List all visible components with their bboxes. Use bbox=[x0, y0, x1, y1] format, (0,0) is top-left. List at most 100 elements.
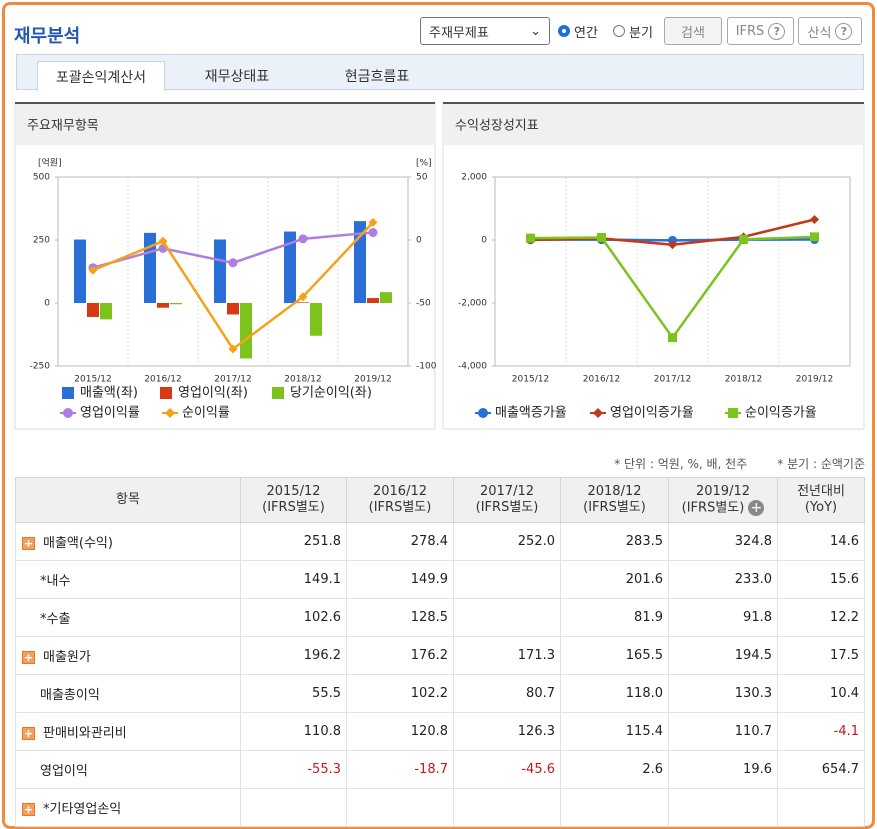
radio-quarter[interactable]: 분기 bbox=[613, 17, 653, 45]
row-label-cell: + *기타영업손익 bbox=[15, 788, 241, 827]
cell-value: 126.3 bbox=[517, 724, 555, 739]
tab-bar: 포괄손익계산서 재무상태표 현금흐름표 bbox=[16, 54, 864, 91]
formula-button[interactable]: 산식? bbox=[798, 17, 862, 45]
tab[interactable]: 재무상태표 bbox=[204, 69, 270, 85]
bar bbox=[354, 221, 366, 303]
point bbox=[272, 387, 284, 399]
search-button[interactable]: 검색 bbox=[664, 17, 722, 45]
radio-label: 연간 bbox=[574, 25, 598, 41]
row-label: *기타영업손익 bbox=[43, 802, 122, 817]
bar bbox=[87, 303, 99, 317]
value-cell: 15.6 bbox=[777, 560, 865, 599]
select-arrow: ⌄ bbox=[530, 23, 541, 39]
legend-label: 영업이익증가율 bbox=[610, 406, 694, 421]
value-cell bbox=[346, 788, 454, 827]
x-tick-label: 2017/12 bbox=[214, 375, 251, 385]
legend-label: 영업이익(좌) bbox=[178, 386, 248, 401]
value-cell bbox=[560, 788, 669, 827]
cell-value: 120.8 bbox=[410, 724, 448, 739]
x-tick-label: 2019/12 bbox=[354, 375, 391, 385]
bar bbox=[297, 302, 309, 303]
value-cell: 176.2 bbox=[346, 636, 454, 675]
y2-tick-label: 50 bbox=[416, 173, 428, 183]
bar bbox=[310, 303, 322, 336]
tab[interactable]: 포괄손익계산서 bbox=[37, 61, 165, 91]
plot-frame bbox=[494, 176, 851, 367]
x-tick-label: 2015/12 bbox=[74, 375, 111, 385]
value-cell: 194.5 bbox=[668, 636, 778, 675]
radio-annual[interactable]: 연간 bbox=[558, 17, 598, 45]
value-cell: 149.1 bbox=[240, 560, 347, 599]
row-label-cell: *수출 bbox=[15, 598, 241, 637]
value-cell: 55.5 bbox=[240, 674, 347, 713]
value-cell: 149.9 bbox=[346, 560, 454, 599]
radio-dot bbox=[613, 25, 625, 37]
column-header: 2015/12 (IFRS별도) bbox=[240, 477, 347, 523]
legend-label: 당기순이익(좌) bbox=[290, 386, 372, 401]
point bbox=[597, 232, 606, 242]
row-label: 판매비와관리비 bbox=[43, 726, 127, 741]
legend-label: 영업이익률 bbox=[80, 406, 140, 421]
row-label: 매출액(수익) bbox=[43, 536, 113, 551]
value-cell: 654.7 bbox=[777, 750, 865, 789]
cell-value: 165.5 bbox=[625, 648, 663, 663]
value-cell: 130.3 bbox=[668, 674, 778, 713]
value-cell bbox=[777, 788, 865, 827]
value-cell: 102.6 bbox=[240, 598, 347, 637]
cell-value: 233.0 bbox=[734, 572, 772, 587]
cell-value: 2.6 bbox=[642, 762, 663, 777]
chart-title: 수익성장성지표 bbox=[455, 119, 539, 134]
row-label: 매출원가 bbox=[43, 650, 91, 665]
x-tick-label: 2016/12 bbox=[144, 375, 181, 385]
ifrs-button[interactable]: IFRS? bbox=[727, 17, 794, 45]
expand-icon[interactable]: + bbox=[748, 499, 765, 516]
value-cell: 120.8 bbox=[346, 712, 454, 751]
value-cell: 252.0 bbox=[453, 522, 561, 561]
cell-value: 102.6 bbox=[303, 610, 341, 625]
column-header: 항목 bbox=[15, 477, 241, 523]
point bbox=[160, 387, 172, 399]
point bbox=[728, 408, 738, 418]
note: * 분기 : 순액기준 bbox=[777, 457, 865, 471]
cell-value: 149.1 bbox=[303, 572, 341, 587]
cell-value: 91.8 bbox=[743, 610, 772, 625]
value-cell: 2.6 bbox=[560, 750, 669, 789]
y-tick-label: -2,000 bbox=[458, 299, 487, 309]
button-text: 산식 bbox=[807, 25, 832, 41]
y2-unit: [%] bbox=[416, 159, 432, 169]
expand-icon[interactable]: + bbox=[22, 651, 35, 664]
cell-value: 654.7 bbox=[821, 762, 859, 777]
point bbox=[593, 408, 603, 418]
row-label: 영업이익 bbox=[40, 764, 88, 779]
y-tick-label: 0 bbox=[481, 236, 487, 246]
point bbox=[298, 234, 308, 244]
cell-value: 55.5 bbox=[312, 686, 341, 701]
cell-value: 278.4 bbox=[410, 534, 448, 549]
cell-value: 283.5 bbox=[625, 534, 663, 549]
cell-value: 10.4 bbox=[830, 686, 859, 701]
statement-select[interactable]: 주재무제표 ⌄ bbox=[420, 17, 550, 45]
expand-icon[interactable]: + bbox=[22, 537, 35, 550]
expand-icon[interactable]: + bbox=[22, 727, 35, 740]
value-cell bbox=[240, 788, 347, 827]
bar bbox=[227, 303, 239, 315]
tab[interactable]: 현금흐름표 bbox=[344, 69, 410, 85]
cell-value: -45.6 bbox=[521, 762, 555, 777]
cell-value: 171.3 bbox=[517, 648, 555, 663]
value-cell: 110.8 bbox=[240, 712, 347, 751]
bar bbox=[380, 292, 392, 303]
cell-value: -4.1 bbox=[833, 724, 859, 739]
charts: 주요재무항목 [억원] [%] -250 0 250 500 -100 -50 0 50 2015/1… bbox=[14, 102, 865, 430]
value-cell: 81.9 bbox=[560, 598, 669, 637]
point bbox=[810, 215, 819, 225]
bar bbox=[74, 239, 86, 303]
bar bbox=[100, 303, 112, 320]
expand-icon[interactable]: + bbox=[22, 803, 35, 816]
cell-value: 115.4 bbox=[625, 724, 663, 739]
cell-value: 15.6 bbox=[830, 572, 859, 587]
table-row: + 매출원가 196.2 176.2 171.3 165.5 194.5 17.5 bbox=[15, 636, 865, 675]
bar bbox=[144, 232, 156, 303]
page-title: 재무분석 bbox=[14, 26, 81, 47]
radio-label: 분기 bbox=[629, 25, 653, 41]
